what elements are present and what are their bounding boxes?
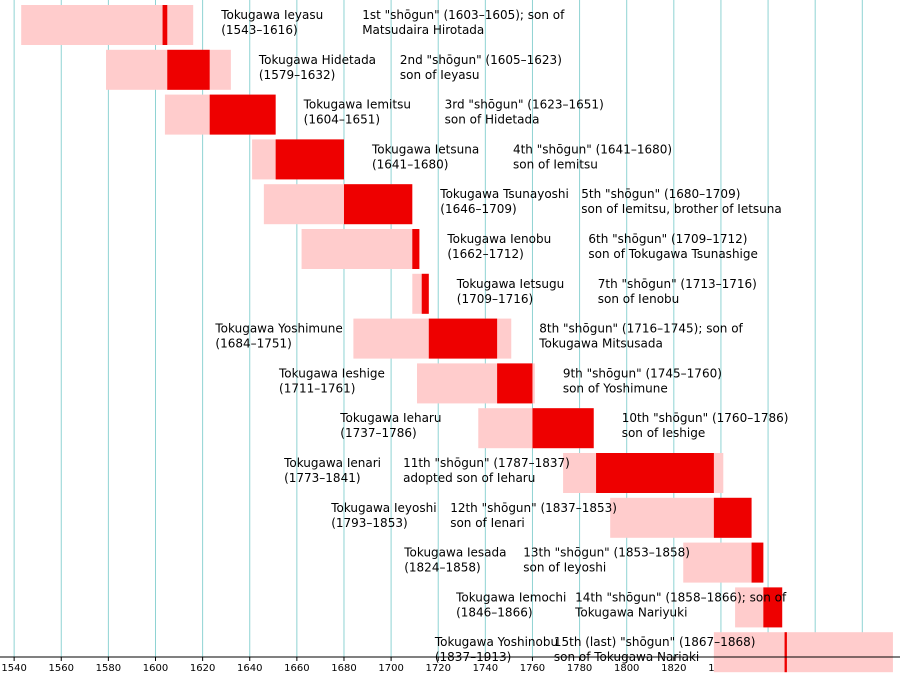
x-tick-label: 1700 bbox=[378, 663, 403, 674]
reign-bar bbox=[275, 139, 344, 180]
description: 9th "shōgun" (1745–1760) bbox=[563, 366, 722, 380]
description: 4th "shōgun" (1641–1680) bbox=[513, 142, 672, 156]
lifespan: (1793–1853) bbox=[331, 516, 407, 530]
lifespan: (1579–1632) bbox=[259, 68, 335, 82]
x-tick-label: 1780 bbox=[567, 663, 592, 674]
description: 2nd "shōgun" (1605–1623) bbox=[400, 53, 562, 67]
life-bar bbox=[683, 542, 764, 583]
life-bar bbox=[21, 5, 194, 45]
shogun-name[interactable]: Tokugawa Ienari bbox=[283, 456, 381, 470]
x-tick-label: 1620 bbox=[190, 663, 215, 674]
x-tick-label: 1820 bbox=[661, 663, 686, 674]
shogun-name[interactable]: Tokugawa Ieshige bbox=[278, 366, 385, 380]
x-tick-label: 1560 bbox=[49, 663, 74, 674]
lifespan: (1824–1858) bbox=[404, 561, 480, 575]
parent: son of Iemitsu bbox=[513, 157, 598, 171]
lifespan: (1709–1716) bbox=[457, 292, 533, 306]
reign-bar bbox=[713, 497, 752, 538]
description: 12th "shōgun" (1837–1853) bbox=[450, 501, 617, 515]
reign-bar bbox=[532, 408, 594, 449]
parent: son of Ienobu bbox=[598, 292, 680, 306]
x-tick-label: 1800 bbox=[614, 663, 639, 674]
reign-bar bbox=[421, 273, 429, 314]
parent: son of Hidetada bbox=[445, 113, 540, 127]
shogun-name[interactable]: Tokugawa Yoshimune bbox=[214, 322, 342, 336]
life-bar bbox=[713, 632, 893, 673]
lifespan: (1684–1751) bbox=[215, 337, 291, 351]
lifespan: (1646–1709) bbox=[440, 202, 516, 216]
parent: son of Yoshimune bbox=[563, 381, 668, 395]
shogun-name[interactable]: Tokugawa Tsunayoshi bbox=[439, 187, 569, 201]
shogun-name[interactable]: Tokugawa Ieharu bbox=[339, 411, 441, 425]
reign-bar bbox=[428, 318, 498, 359]
parent: son of Iemitsu, brother of Ietsuna bbox=[581, 202, 781, 216]
parent[interactable]: Tokugawa Nariyuki bbox=[574, 605, 687, 619]
x-tick-label: 1540 bbox=[1, 663, 26, 674]
parent[interactable]: Matsudaira Hirotada bbox=[362, 23, 484, 37]
lifespan: (1641–1680) bbox=[372, 157, 448, 171]
parent: son of Tokugawa Tsunashige bbox=[588, 247, 758, 261]
description: 13th "shōgun" (1853–1858) bbox=[523, 546, 690, 560]
x-tick-label: 1660 bbox=[284, 663, 309, 674]
reign-bar bbox=[784, 632, 787, 673]
reign-bar bbox=[343, 184, 413, 225]
shogun-name[interactable]: Tokugawa Yoshinobu bbox=[434, 635, 558, 649]
life-bar bbox=[301, 229, 420, 269]
description: 1st "shōgun" (1603–1605); son of bbox=[362, 8, 565, 22]
parent: son of Ieyoshi bbox=[523, 561, 606, 575]
x-tick-label: 1760 bbox=[520, 663, 545, 674]
shogun-name[interactable]: Tokugawa Iemitsu bbox=[303, 98, 411, 112]
reign-bar bbox=[751, 542, 764, 583]
reign-bar bbox=[596, 453, 714, 493]
reign-bar bbox=[763, 587, 783, 628]
lifespan: (1773–1841) bbox=[284, 471, 360, 485]
lifespan: (1662–1712) bbox=[447, 247, 523, 261]
description: 15th (last) "shōgun" (1867–1868) bbox=[554, 635, 756, 649]
parent: son of Ieyasu bbox=[400, 68, 480, 82]
reign-bar bbox=[497, 363, 533, 404]
x-tick-label: 1580 bbox=[96, 663, 121, 674]
description: 5th "shōgun" (1680–1709) bbox=[581, 187, 740, 201]
description: 3rd "shōgun" (1623–1651) bbox=[445, 98, 604, 112]
description: 10th "shōgun" (1760–1786) bbox=[622, 411, 789, 425]
shogun-name[interactable]: Tokugawa Ieyasu bbox=[220, 8, 323, 22]
description: 11th "shōgun" (1787–1837) bbox=[403, 456, 570, 470]
x-tick-label: 1640 bbox=[237, 663, 262, 674]
shogun-name[interactable]: Tokugawa Ieyoshi bbox=[330, 501, 436, 515]
reign-bar bbox=[209, 94, 276, 135]
description: 8th "shōgun" (1716–1745); son of bbox=[539, 322, 743, 336]
shogun-name[interactable]: Tokugawa Ietsuna bbox=[371, 142, 479, 156]
parent: son of Ienari bbox=[450, 516, 525, 530]
shogun-name[interactable]: Tokugawa Ienobu bbox=[446, 232, 551, 246]
x-tick-label: 1740 bbox=[473, 663, 498, 674]
lifespan: (1604–1651) bbox=[304, 113, 380, 127]
description: 7th "shōgun" (1713–1716) bbox=[598, 277, 757, 291]
reign-bar bbox=[167, 49, 210, 90]
x-tick-label: 1600 bbox=[143, 663, 168, 674]
lifespan: (1737–1786) bbox=[340, 426, 416, 440]
shogun-name[interactable]: Tokugawa Iesada bbox=[403, 546, 506, 560]
shogun-name[interactable]: Tokugawa Iemochi bbox=[455, 590, 566, 604]
lifespan: (1711–1761) bbox=[279, 381, 355, 395]
description: 14th "shōgun" (1858–1866); son of bbox=[575, 590, 787, 604]
lifespan: (1846–1866) bbox=[456, 605, 532, 619]
parent: adopted son of Ieharu bbox=[403, 471, 535, 485]
parent[interactable]: Tokugawa Mitsusada bbox=[538, 337, 663, 351]
x-tick-label: 1720 bbox=[425, 663, 450, 674]
reign-bar bbox=[162, 5, 168, 45]
description: 6th "shōgun" (1709–1712) bbox=[588, 232, 747, 246]
reign-bar bbox=[412, 229, 420, 269]
lifespan: (1543–1616) bbox=[221, 23, 297, 37]
parent: son of Ieshige bbox=[622, 426, 706, 440]
x-tick-label: 1680 bbox=[331, 663, 356, 674]
shogun-name[interactable]: Tokugawa Hidetada bbox=[258, 53, 376, 67]
shogun-name[interactable]: Tokugawa Ietsugu bbox=[456, 277, 564, 291]
